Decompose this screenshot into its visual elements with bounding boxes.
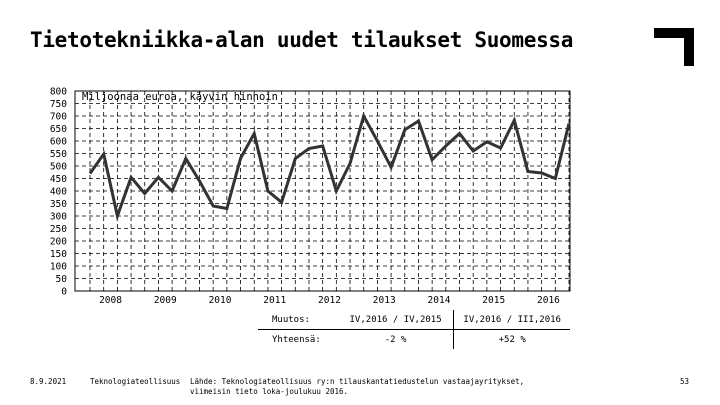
y-axis-labels: 0501001502002503003504004505005506006507… <box>50 87 67 298</box>
y-tick-label: 150 <box>50 249 67 260</box>
table-header-row: Muutos: IV,2016 / IV,2015 IV,2016 / III,… <box>258 310 570 330</box>
change-table: Muutos: IV,2016 / IV,2015 IV,2016 / III,… <box>258 310 570 349</box>
x-tick-label: 2013 <box>373 295 396 306</box>
y-tick-label: 500 <box>50 162 67 173</box>
table-header-col1: IV,2016 / IV,2015 <box>338 310 455 329</box>
y-tick-label: 250 <box>50 224 67 235</box>
x-tick-label: 2009 <box>154 295 177 306</box>
footer-source-line1: Lähde: Teknologiateollisuus ry:n tilausk… <box>190 377 525 386</box>
y-tick-label: 550 <box>50 149 67 160</box>
table-cell-col1: -2 % <box>338 330 455 349</box>
x-tick-label: 2012 <box>318 295 341 306</box>
y-tick-label: 0 <box>61 287 67 298</box>
footer-date: 8.9.2021 <box>30 377 67 386</box>
y-tick-label: 800 <box>50 87 67 98</box>
corner-bracket-logo <box>654 28 694 66</box>
x-tick-label: 2014 <box>428 295 451 306</box>
y-tick-label: 100 <box>50 262 67 273</box>
y-tick-label: 350 <box>50 199 67 210</box>
x-tick-label: 2010 <box>209 295 232 306</box>
y-tick-label: 650 <box>50 124 67 135</box>
series-polyline <box>88 112 571 222</box>
table-row-label: Yhteensä: <box>272 334 321 345</box>
page-title: Tietotekniikka-alan uudet tilaukset Suom… <box>30 28 574 52</box>
footer-source-line2: viimeisin tieto loka-joulukuu 2016. <box>190 387 349 396</box>
x-tick-label: 2011 <box>263 295 286 306</box>
chart-grid <box>75 91 570 291</box>
x-tick-label: 2016 <box>537 295 560 306</box>
y-tick-label: 600 <box>50 137 67 148</box>
y-tick-label: 750 <box>50 99 67 110</box>
x-axis-labels: 2008 2009 2010 2011 2012 2013 2014 2015 2016 <box>99 295 560 306</box>
series-line <box>88 112 571 222</box>
y-tick-label: 450 <box>50 174 67 185</box>
x-tick-label: 2008 <box>99 295 122 306</box>
table-header-col2: IV,2016 / III,2016 <box>463 314 561 325</box>
footer-source: Lähde: Teknologiateollisuus ry:n tilausk… <box>190 377 524 397</box>
table-row: Yhteensä: -2 % +52 % <box>258 330 570 349</box>
y-tick-label: 200 <box>50 237 67 248</box>
y-tick-label: 50 <box>56 274 68 285</box>
y-tick-label: 400 <box>50 187 67 198</box>
plot-frame <box>74 90 571 292</box>
table-cell-col2: +52 % <box>498 334 526 345</box>
y-tick-label: 300 <box>50 212 67 223</box>
footer-page-number: 53 <box>680 377 690 386</box>
footer-org: Teknologiateollisuus <box>90 377 181 386</box>
y-axis-title: Miljoonaa euroa, käyvin hinnoin <box>82 91 278 103</box>
y-tick-label: 700 <box>50 112 67 123</box>
x-tick-label: 2015 <box>482 295 505 306</box>
table-header-label: Muutos: <box>272 314 310 325</box>
